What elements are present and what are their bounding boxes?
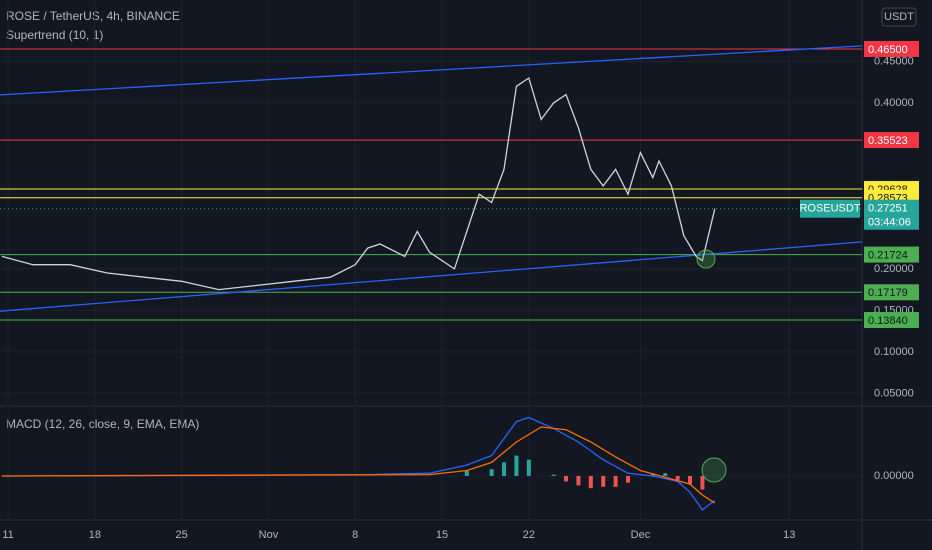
- currency-label[interactable]: USDT: [884, 11, 914, 23]
- x-tick-label: Dec: [631, 529, 651, 541]
- level-label: 0.17179: [868, 287, 908, 299]
- last-price-label: 0.27251: [868, 203, 908, 215]
- chart-title: ROSE / TetherUS, 4h, BINANCE: [6, 9, 180, 23]
- currency-button[interactable]: [881, 7, 917, 27]
- histogram-bar: [551, 474, 556, 476]
- x-tick-label: 13: [783, 529, 795, 541]
- histogram-bar: [601, 475, 606, 487]
- level-label: 0.13840: [868, 315, 908, 327]
- level-label-box: [864, 284, 919, 301]
- x-tick-label: 8: [352, 529, 358, 541]
- indicator-label: Supertrend (10, 1): [6, 28, 103, 42]
- histogram-bar: [663, 473, 668, 476]
- histogram-bar: [564, 475, 569, 482]
- y-tick-label: 0.40000: [874, 97, 914, 109]
- x-tick-label: 11: [2, 529, 13, 541]
- last-price-box: [864, 199, 919, 230]
- y-tick-label: 0.10000: [874, 346, 914, 358]
- histogram-bar: [464, 470, 469, 476]
- histogram-bar: [650, 473, 655, 476]
- signal-line: [1, 426, 716, 504]
- trendline: [0, 45, 863, 96]
- macd-line: [1, 416, 716, 511]
- histogram-bar: [502, 462, 507, 476]
- y-tick-label: 0.05000: [874, 387, 914, 399]
- level-label: 0.21724: [868, 249, 908, 261]
- countdown-label: 03:44:06: [868, 217, 911, 229]
- y-tick-label: 0.20000: [874, 263, 914, 275]
- x-tick-label: 18: [89, 529, 101, 541]
- histogram-bar: [489, 469, 494, 476]
- x-tick-label: Nov: [259, 529, 279, 541]
- level-label: 0.35523: [868, 135, 908, 147]
- y-tick-label: 0.45000: [874, 55, 914, 67]
- histogram-bar: [526, 459, 531, 476]
- histogram-bar: [688, 475, 693, 485]
- symbol-box: [800, 199, 860, 218]
- level-label-box: [864, 246, 919, 263]
- level-label-box: [864, 132, 919, 149]
- price-line: [1, 76, 716, 291]
- histogram-bar: [613, 475, 618, 487]
- level-label-box: [864, 312, 919, 329]
- x-tick-label: 22: [523, 529, 535, 541]
- level-label: 0.46500: [868, 44, 908, 56]
- histogram-bar: [626, 475, 631, 483]
- histogram-bar: [576, 475, 581, 486]
- histogram-bar: [675, 475, 680, 481]
- x-tick-label: 15: [436, 529, 448, 541]
- histogram-bar: [514, 455, 519, 476]
- macd-label: MACD (12, 26, close, 9, EMA, EMA): [6, 417, 199, 431]
- x-tick-label: 25: [176, 529, 188, 541]
- annotation-circle: [701, 457, 727, 483]
- histogram-bar: [588, 475, 593, 489]
- level-label-box: [864, 40, 919, 57]
- symbol-label: ROSEUSDT: [799, 203, 860, 215]
- histogram-bar: [700, 475, 705, 490]
- trendline: [0, 241, 863, 312]
- y-tick-label: 0.00000: [874, 470, 914, 482]
- annotation-circle: [696, 249, 716, 269]
